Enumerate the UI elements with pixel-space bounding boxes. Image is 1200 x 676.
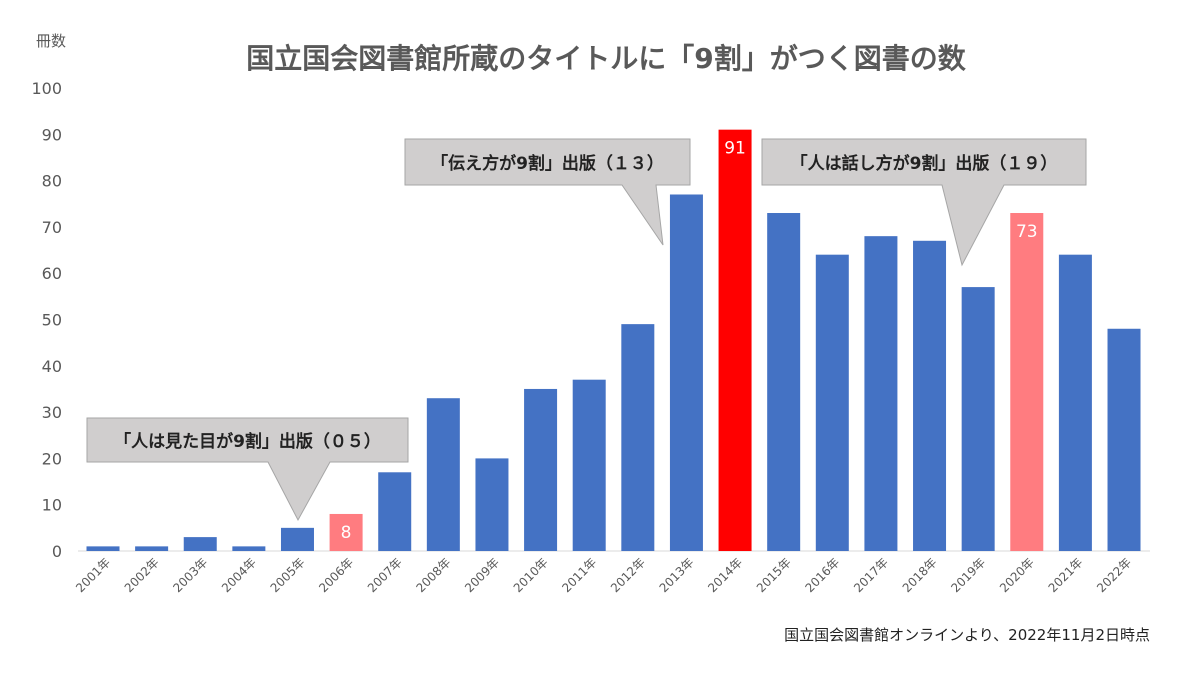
bar-2012年 [621, 324, 655, 551]
bar-2010年 [524, 388, 558, 551]
x-tick-label: 2022年 [1094, 555, 1134, 595]
y-tick-label: 10 [42, 496, 62, 515]
bar-2016年 [815, 254, 849, 551]
x-tick-label: 2011年 [559, 555, 599, 595]
x-tick-label: 2017年 [851, 555, 891, 595]
data-label: 8 [341, 523, 352, 543]
y-tick-label: 100 [31, 79, 62, 98]
callout-2013年: 「伝え方が9割」出版（１３） [404, 138, 691, 246]
callout-2005年: 「人は見た目が9割」出版（０５） [86, 417, 409, 522]
callout-2019年: 「人は話し方が9割」出版（１９） [761, 138, 1087, 267]
source-note: 国立国会図書館オンラインより、2022年11月2日時点 [784, 626, 1150, 644]
bar-2020年 [1010, 213, 1044, 551]
x-tick-label: 2020年 [997, 555, 1037, 595]
bar-2017年 [864, 236, 898, 551]
bar-2013年 [669, 194, 703, 552]
y-tick-label: 0 [52, 542, 62, 561]
y-tick-label: 30 [42, 403, 62, 422]
bar-2014年 [718, 129, 752, 552]
bar-2007年 [378, 472, 412, 551]
x-tick-label: 2021年 [1046, 555, 1086, 595]
bar-2002年 [135, 546, 169, 551]
x-tick-label: 2014年 [705, 555, 745, 595]
callout-text: 「人は見た目が9割」出版（０５） [114, 431, 381, 452]
y-tick-label: 90 [42, 125, 62, 144]
y-tick-label: 50 [42, 311, 62, 330]
chart-title: 国立国会図書館所蔵のタイトルに「9割」がつく図書の数 [246, 42, 966, 75]
x-tick-label: 2002年 [122, 555, 162, 595]
x-tick-label: 2015年 [754, 555, 794, 595]
y-tick-label: 20 [42, 449, 62, 468]
bar-2011年 [572, 379, 606, 551]
y-tick-label: 60 [42, 264, 62, 283]
bar-2009年 [475, 458, 509, 551]
x-tick-label: 2010年 [511, 555, 551, 595]
x-tick-label: 2012年 [608, 555, 648, 595]
x-tick-label: 2007年 [365, 555, 405, 595]
y-tick-label: 70 [42, 218, 62, 237]
bar-2021年 [1058, 254, 1092, 551]
bar-2003年 [183, 537, 217, 551]
y-axis-label: 冊数 [36, 32, 66, 50]
x-tick-label: 2003年 [170, 555, 210, 595]
x-tick-label: 2019年 [948, 555, 988, 595]
x-tick-label: 2005年 [268, 555, 308, 595]
bar-2001年 [86, 546, 120, 551]
y-tick-label: 80 [42, 172, 62, 191]
x-tick-label: 2004年 [219, 555, 259, 595]
bar-2015年 [767, 213, 801, 551]
bar-2006年 [329, 513, 363, 551]
x-tick-label: 2016年 [802, 555, 842, 595]
x-tick-label: 2009年 [462, 555, 502, 595]
bar-2018年 [913, 240, 947, 552]
x-tick-label: 2008年 [413, 555, 453, 595]
x-tick-label: 2001年 [73, 555, 113, 595]
bar-2005年 [280, 527, 314, 551]
x-tick-label: 2006年 [316, 555, 356, 595]
x-tick-label: 2013年 [657, 555, 697, 595]
x-tick-label: 2018年 [900, 555, 940, 595]
bar-2008年 [426, 398, 460, 551]
bar-2004年 [232, 546, 266, 551]
y-tick-label: 40 [42, 357, 62, 376]
bar-2019年 [961, 287, 995, 551]
callout-text: 「人は話し方が9割」出版（１９） [791, 153, 1058, 174]
callout-text: 「伝え方が9割」出版（１３） [431, 153, 664, 174]
data-label: 91 [724, 139, 746, 159]
data-label: 73 [1016, 222, 1038, 242]
bar-2022年 [1107, 328, 1141, 551]
